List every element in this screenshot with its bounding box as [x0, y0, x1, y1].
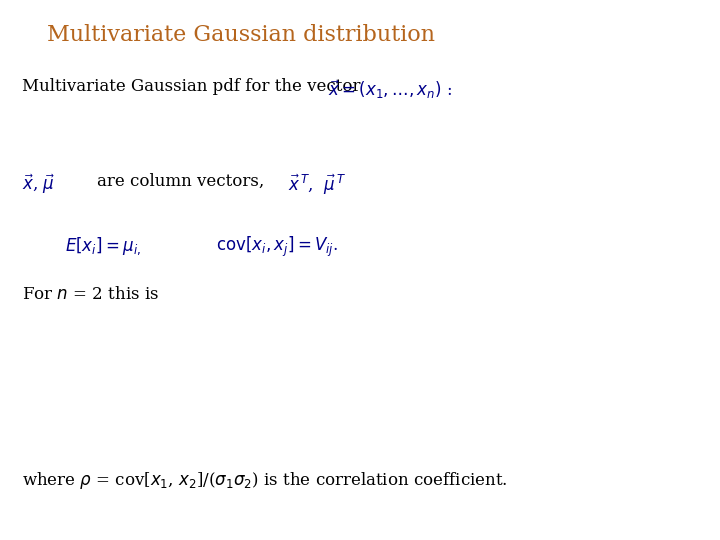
Text: $E[x_i] = \mu_{i,}$: $E[x_i] = \mu_{i,}$ — [65, 235, 140, 256]
Text: For $n$ = 2 this is: For $n$ = 2 this is — [22, 286, 158, 303]
Text: Multivariate Gaussian distribution: Multivariate Gaussian distribution — [47, 24, 435, 46]
Text: $\mathrm{cov}[x_i, x_j] = V_{ij}$.: $\mathrm{cov}[x_i, x_j] = V_{ij}$. — [216, 235, 338, 259]
Text: $\vec{x}^{\,T}$,  $\vec{\mu}^{\,T}$: $\vec{x}^{\,T}$, $\vec{\mu}^{\,T}$ — [288, 173, 346, 197]
Text: $\vec{x} = (x_1, \ldots, x_n)$ :: $\vec{x} = (x_1, \ldots, x_n)$ : — [328, 78, 451, 101]
Text: Multivariate Gaussian pdf for the vector: Multivariate Gaussian pdf for the vector — [22, 78, 360, 95]
Text: $\vec{x}$, $\vec{\mu}$: $\vec{x}$, $\vec{\mu}$ — [22, 173, 55, 196]
Text: are column vectors,: are column vectors, — [97, 173, 264, 190]
Text: where $\rho$ = cov[$x_1$, $x_2$]/($\sigma_1 \sigma_2$) is the correlation coeffi: where $\rho$ = cov[$x_1$, $x_2$]/($\sigm… — [22, 470, 508, 491]
